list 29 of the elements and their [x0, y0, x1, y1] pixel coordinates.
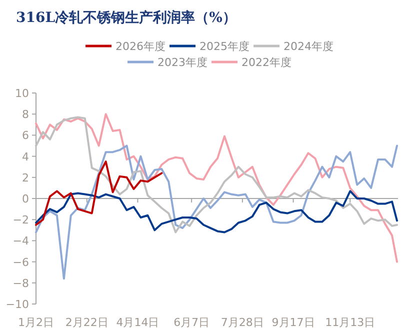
line-series — [35, 113, 398, 263]
y-tick-label: −2 — [12, 214, 29, 227]
line-series — [35, 190, 398, 234]
y-tick-label: 6 — [22, 129, 29, 142]
line-series — [35, 160, 163, 226]
y-tick-label: 0 — [22, 192, 29, 206]
chart-title: 316L冷轧不锈钢生产利润率（%） — [16, 9, 236, 26]
x-tick-label: 2月22日 — [65, 316, 108, 329]
y-tick-label: 8 — [22, 108, 29, 122]
y-tick-label: −10 — [6, 298, 29, 311]
legend-label: 2023年度 — [158, 56, 208, 69]
x-tick-label: 9月17日 — [272, 316, 315, 329]
legend-label: 2025年度 — [200, 40, 250, 53]
y-tick-label: −8 — [12, 276, 29, 290]
legend-label: 2022年度 — [242, 56, 292, 69]
y-tick-label: 2 — [22, 171, 29, 184]
legend-label: 2024年度 — [284, 40, 334, 53]
line-series — [35, 116, 398, 234]
x-tick-label: 4月14日 — [116, 316, 160, 329]
y-tick-label: −6 — [12, 256, 29, 269]
x-tick-label: 6月7日 — [174, 316, 210, 329]
y-tick-label: −4 — [12, 234, 29, 248]
y-tick-label: 10 — [15, 87, 29, 100]
x-tick-label: 11月13日 — [325, 316, 376, 329]
x-tick-label: 1月2日 — [18, 316, 54, 329]
x-tick-label: 7月28日 — [220, 316, 264, 329]
legend-label: 2026年度 — [116, 40, 166, 53]
line-series — [35, 144, 398, 280]
y-tick-label: 4 — [22, 150, 29, 164]
